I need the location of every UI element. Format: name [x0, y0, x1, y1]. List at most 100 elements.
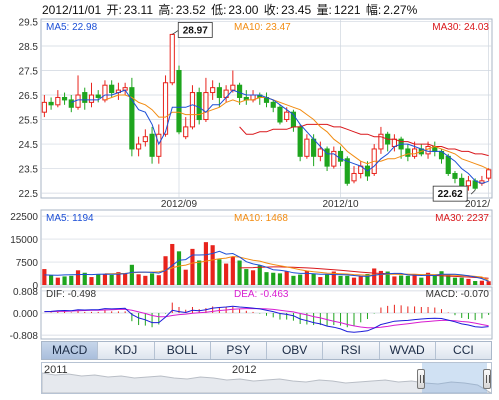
volume-bar	[257, 265, 262, 285]
price-panel[interactable]: 29.5 28.5 27.5 26.5 25.5 24.5 23.5 22.5 MA5: 22.…	[19, 17, 493, 210]
volume-bar	[486, 281, 491, 285]
candle-body	[230, 84, 236, 91]
volume-bar	[358, 276, 363, 285]
tab-wvad[interactable]: WVAD	[380, 342, 436, 359]
candle-body	[236, 84, 243, 98]
volume-legend-entry: MA10: 1468	[234, 213, 288, 224]
price-ytick-label: 29.5	[19, 17, 39, 28]
tab-obv[interactable]: OBV	[267, 342, 324, 359]
price-legend-entry: MA10: 23.47	[234, 22, 291, 33]
tab-boll[interactable]: BOLL	[155, 342, 211, 359]
volume-ytick-label: 22500	[10, 212, 38, 223]
low-label: 低:	[211, 3, 227, 17]
volume-bar	[210, 245, 215, 285]
volume-bar	[69, 275, 74, 285]
xtick-label: 2012/10	[322, 199, 359, 210]
volume-bar	[378, 270, 384, 285]
low-value: 23.00	[228, 3, 259, 17]
annotation-pointer	[470, 189, 476, 195]
candle-body	[459, 177, 465, 187]
volume-bar	[439, 271, 444, 285]
candle-body	[445, 155, 451, 174]
volume-bar	[109, 274, 114, 285]
tab-kdj[interactable]: KDJ	[98, 342, 155, 359]
tab-cci[interactable]: CCI	[453, 343, 474, 357]
candle-body	[317, 148, 323, 157]
volume-bar	[446, 275, 451, 285]
macd-legend-entry: DIF: -0.498	[46, 289, 96, 300]
candle-body	[102, 84, 108, 101]
candle-body	[304, 138, 310, 157]
volume-bar	[479, 280, 484, 285]
candle-body	[324, 148, 330, 167]
volume-bar	[277, 273, 283, 285]
candle-body	[189, 92, 196, 128]
candle-body	[216, 87, 222, 98]
close-value: 23.45	[281, 3, 312, 17]
macd-panel[interactable]: 0.808 0.000 -0.808 DIF: -0.498 DEA: -0.463 MA…	[10, 286, 493, 340]
candle-body	[183, 126, 189, 138]
candle-body	[405, 148, 411, 157]
volume-bar	[230, 256, 235, 285]
volume-bar	[338, 275, 343, 285]
volume-bar	[129, 264, 134, 285]
candle-body	[311, 138, 317, 157]
volume-bar	[425, 272, 431, 285]
navigator-left-handle[interactable]	[417, 369, 425, 389]
navigator-area	[42, 372, 491, 393]
tab-macd[interactable]: MACD	[42, 342, 99, 359]
range-navigator[interactable]: 2011 2012	[41, 362, 492, 394]
tab-psy[interactable]: PSY	[211, 342, 267, 359]
volume-bar	[143, 275, 148, 285]
navigator-selection[interactable]	[422, 363, 487, 393]
volume-bar	[405, 275, 410, 285]
volume-bar	[42, 269, 47, 285]
indicator-tabs: MACD KDJ BOLL PSY OBV RSI WVAD CCI	[41, 341, 492, 360]
volume-bar	[197, 260, 202, 285]
macd-legend-entry: MACD: -0.070	[426, 289, 490, 300]
candle-body	[412, 148, 418, 157]
volume-bar	[62, 276, 67, 285]
candle-body	[344, 158, 350, 184]
volume-ytick-label: 7500	[16, 258, 39, 269]
candle-body	[48, 101, 54, 106]
volume-bar	[49, 275, 54, 285]
volume-bar	[116, 272, 121, 285]
navigator-label-2012: 2012	[232, 364, 257, 376]
annotation-label: 22.62	[438, 189, 463, 200]
volume-bar	[385, 271, 390, 285]
navigator-right-handle[interactable]	[483, 369, 491, 389]
candle-body	[176, 69, 182, 133]
candle-body	[425, 146, 431, 155]
volume-legend-entry: MA5: 1194	[46, 213, 94, 224]
volume-bar	[203, 242, 209, 285]
price-ma30-line	[239, 123, 489, 157]
tab-rsi[interactable]: RSI	[323, 342, 380, 359]
navigator-overview-line	[42, 363, 491, 393]
volume-bar	[190, 248, 195, 285]
volume-bar	[304, 270, 309, 285]
volume-panel[interactable]: 22500 15000 7500 0 MA5: 1194 MA10: 1468 MA30: …	[10, 209, 493, 292]
volume-bar	[392, 276, 397, 285]
volume-bar	[432, 274, 437, 285]
macd-ytick-label: -0.808	[10, 331, 39, 340]
quote-date: 2012/11/01	[42, 3, 102, 17]
volume-bar	[96, 274, 101, 285]
candle-body	[337, 150, 344, 162]
xtick-label: 2012/	[465, 199, 490, 210]
candle-body	[284, 111, 290, 121]
annotation-label: 28.97	[183, 25, 208, 36]
candle-body	[169, 33, 175, 84]
volume-bar	[345, 275, 350, 285]
candle-body	[88, 94, 95, 103]
high-label: 高:	[158, 3, 174, 17]
stock-chart: 29.5 28.5 27.5 26.5 25.5 24.5 23.5 22.5 MA5: 22.…	[10, 17, 493, 340]
candle-body	[136, 143, 142, 150]
macd-dea-line	[44, 308, 489, 329]
candle-body	[277, 106, 283, 123]
macd-legend-entry: DEA: -0.463	[234, 289, 289, 300]
volume-bar	[459, 277, 464, 285]
macd-ytick-label: 0.808	[13, 287, 38, 298]
price-ytick-label: 23.5	[19, 165, 39, 176]
candle-body	[156, 133, 162, 157]
